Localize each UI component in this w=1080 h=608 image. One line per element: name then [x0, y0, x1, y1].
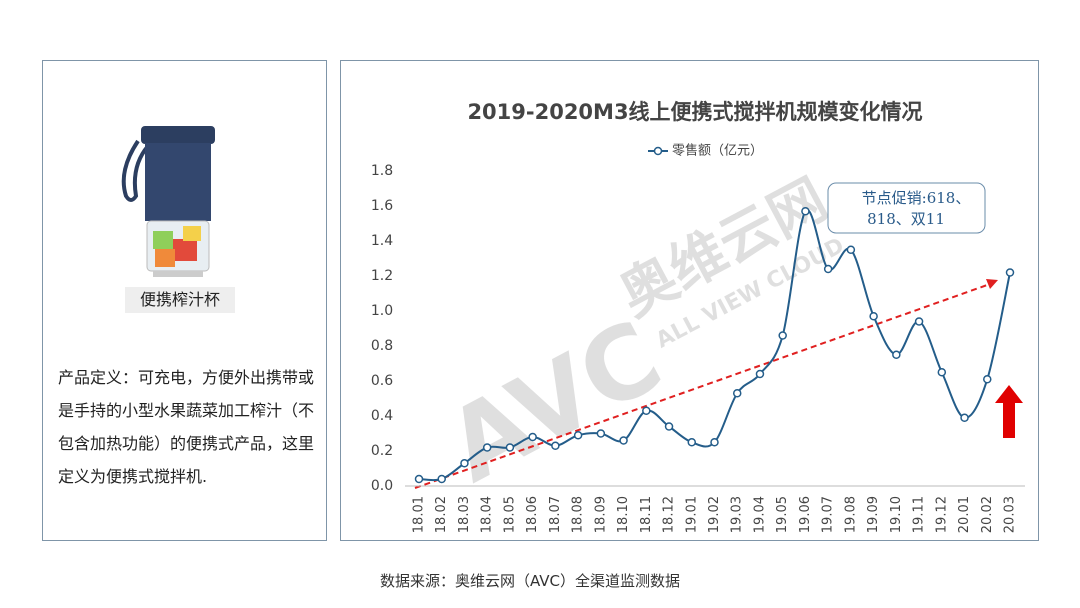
- data-point: [960, 413, 969, 422]
- x-tick-label: 19.12: [934, 496, 949, 533]
- x-tick-label: 18.11: [639, 496, 654, 533]
- x-tick-label: 20.02: [980, 496, 995, 533]
- y-tick-label: 0.4: [371, 408, 393, 424]
- x-tick-label: 19.10: [889, 496, 904, 533]
- legend-marker: [653, 146, 663, 156]
- x-tick-label: 18.05: [502, 496, 517, 533]
- y-tick-label: 0.2: [371, 443, 393, 459]
- data-point: [687, 438, 697, 447]
- data-point: [983, 375, 992, 384]
- annotation-box: [827, 182, 986, 234]
- data-point: [801, 207, 810, 216]
- trend-arrowhead: [986, 279, 998, 289]
- data-point: [437, 474, 446, 484]
- x-tick-label: 18.01: [412, 496, 427, 533]
- data-point: [482, 443, 492, 452]
- y-tick-label: 0.6: [371, 373, 393, 389]
- x-tick-label: 19.06: [798, 496, 813, 533]
- product-label: 便携榨汁杯: [125, 287, 235, 313]
- data-point: [1005, 268, 1015, 277]
- x-tick-label: 20.01: [957, 496, 972, 533]
- data-point: [823, 264, 833, 274]
- definition: 产品定义：可充电，方便外出携带或是手持的小型水果蔬菜加工榨汁（不包含加热功能）的…: [58, 368, 315, 486]
- data-point: [505, 443, 515, 452]
- x-tick-label: 19.09: [866, 496, 881, 533]
- x-tick-label: 19.11: [912, 496, 927, 533]
- data-point: [914, 317, 924, 326]
- data-point: [573, 431, 583, 440]
- watermark-logo: AVC: [429, 298, 679, 505]
- x-tick-label: 18.10: [616, 496, 631, 533]
- x-tick-label: 20.03: [1003, 496, 1018, 533]
- x-tick-label: 19.07: [821, 496, 836, 533]
- up-arrow: [995, 385, 1023, 438]
- y-tick-label: 0.0: [371, 478, 393, 494]
- x-tick-label: 18.02: [434, 496, 449, 533]
- x-tick-label: 19.04: [752, 496, 767, 533]
- y-tick-label: 1.2: [371, 268, 393, 284]
- x-tick-label: 19.02: [707, 496, 722, 533]
- annotation: 818、双11: [867, 210, 945, 228]
- data-point: [664, 422, 674, 431]
- x-tick-label: 19.08: [843, 496, 858, 533]
- chart-panel: [340, 60, 1039, 541]
- data-point: [778, 331, 787, 340]
- data-point: [710, 438, 719, 447]
- x-tick-label: 18.03: [457, 496, 472, 533]
- y-tick-label: 1.4: [371, 233, 393, 249]
- data-point: [642, 406, 651, 415]
- x-tick-label: 19.01: [684, 496, 699, 533]
- data-point: [892, 350, 901, 359]
- data-point: [528, 432, 537, 442]
- x-tick-label: 19.03: [730, 496, 745, 533]
- watermark: AVC 奥维云网 ALL VIEW CLOUD: [429, 167, 848, 505]
- data-point: [551, 441, 560, 450]
- x-tick-label: 18.04: [480, 496, 495, 533]
- x-tick-label: 18.08: [571, 496, 586, 533]
- data-point: [846, 245, 856, 254]
- data-point: [460, 459, 469, 468]
- data-point: [869, 312, 878, 321]
- x-tick-label: 18.09: [593, 496, 608, 533]
- data-point: [596, 429, 606, 438]
- product-image: [121, 126, 215, 277]
- x-tick-label: 18.07: [548, 496, 563, 533]
- chart-title: 2019-2020M3线上便携式搅拌机规模变化情况: [467, 100, 922, 124]
- data-point: [755, 369, 765, 379]
- data-point: [414, 474, 424, 484]
- x-tick-label: 18.12: [662, 496, 677, 533]
- y-tick-label: 1.6: [371, 198, 393, 214]
- data-point: [732, 389, 742, 398]
- x-tick-label: 19.05: [775, 496, 790, 533]
- y-tick-label: 0.8: [371, 338, 393, 354]
- product-panel: 便携榨汁杯 产品定义：可充电，方便外出携带或是手持的小型水果蔬菜加工榨汁（不包含…: [42, 60, 327, 541]
- source: 数据来源：奥维云网（AVC）全渠道监测数据: [379, 572, 681, 590]
- data-point: [937, 368, 947, 377]
- annotation: 节点促销:618、: [862, 189, 971, 207]
- y-tick-label: 1.0: [371, 303, 393, 319]
- x-tick-label: 18.06: [525, 496, 540, 533]
- trend-line: [414, 283, 991, 489]
- legend-label: 零售额（亿元）: [672, 143, 763, 159]
- data-point: [619, 436, 628, 445]
- y-tick-label: 1.8: [371, 163, 393, 179]
